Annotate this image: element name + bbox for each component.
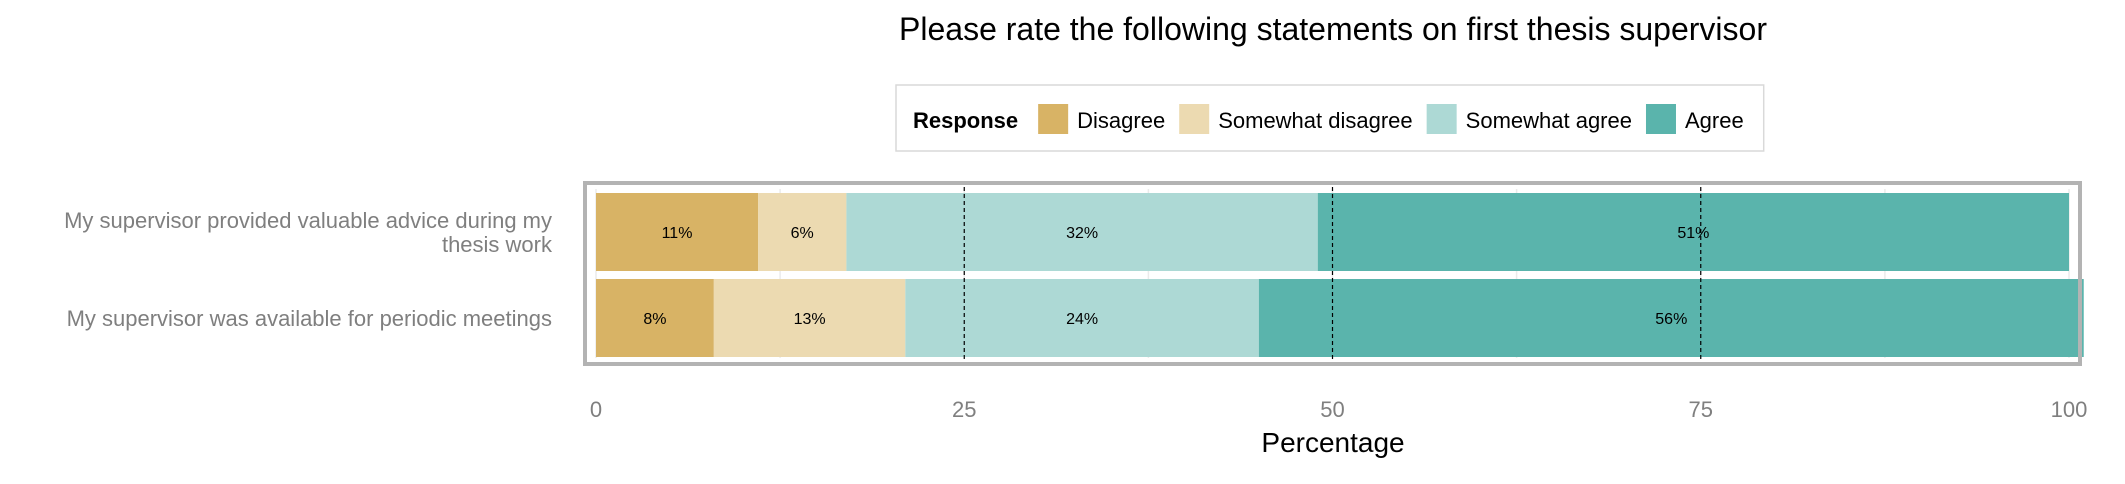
bar-disagree-row-2 <box>596 279 714 357</box>
bar-agree-row-1 <box>1317 193 2069 271</box>
category-label-1-line-2: thesis work <box>442 232 553 257</box>
legend-label-disagree: Disagree <box>1077 108 1165 133</box>
legend-item-agree: Agree <box>1645 104 1744 134</box>
legend: Response Disagree Somewhat disagree Somewh… <box>895 84 1765 152</box>
bar-row-1: 11% 6% 32% 51% <box>596 193 2069 271</box>
legend-label-somewhat-disagree: Somewhat disagree <box>1218 108 1412 133</box>
x-tick-label-100: 100 <box>2051 397 2088 422</box>
x-tick-label-0: 0 <box>590 397 602 422</box>
bars: 11% 6% 32% 51% 8% 13% 24% 56% <box>596 193 2084 357</box>
legend-label-somewhat-agree: Somewhat agree <box>1466 108 1632 133</box>
category-label-1-line-1: My supervisor provided valuable advice d… <box>64 208 552 233</box>
data-label-somewhat-agree-row-2: 24% <box>1066 311 1098 328</box>
legend-item-somewhat-agree: Somewhat agree <box>1426 104 1632 134</box>
data-label-agree-row-1: 51% <box>1677 225 1709 242</box>
x-tick-label-50: 50 <box>1320 397 1344 422</box>
x-axis-title: Percentage <box>1261 427 1404 458</box>
legend-label-agree: Agree <box>1685 108 1744 133</box>
legend-items: Disagree Somewhat disagree Somewhat agree A… <box>1038 104 1744 134</box>
bar-somewhat-disagree-row-2 <box>713 279 906 357</box>
panel-frame <box>583 181 2082 366</box>
chart-title: Please rate the following statements on … <box>899 11 1767 47</box>
data-label-disagree-row-2: 8% <box>643 311 666 328</box>
legend-swatch-agree <box>1645 104 1676 134</box>
legend-title: Response <box>913 108 1018 133</box>
bar-agree-row-2 <box>1258 279 2084 357</box>
x-axis: 0 25 50 75 100 <box>590 397 2087 422</box>
bar-row-2: 8% 13% 24% 56% <box>596 279 2084 357</box>
data-label-agree-row-2: 56% <box>1655 311 1687 328</box>
x-tick-label-25: 25 <box>952 397 976 422</box>
legend-swatch-somewhat-disagree <box>1179 104 1210 134</box>
legend-item-somewhat-disagree: Somewhat disagree <box>1179 104 1413 134</box>
reference-lines <box>963 187 1702 360</box>
bar-somewhat-agree-row-1 <box>846 193 1318 271</box>
panel-border <box>583 181 2082 366</box>
category-labels: My supervisor provided valuable advice d… <box>64 208 553 331</box>
data-label-disagree-row-1: 11% <box>662 225 693 242</box>
data-label-somewhat-agree-row-1: 32% <box>1066 225 1098 242</box>
data-label-somewhat-disagree-row-1: 6% <box>791 225 814 242</box>
legend-swatch-disagree <box>1038 104 1069 134</box>
legend-item-disagree: Disagree <box>1038 104 1165 134</box>
bar-disagree-row-1 <box>596 193 759 271</box>
legend-swatch-somewhat-agree <box>1426 104 1457 134</box>
category-label-2-line-1: My supervisor was available for periodic… <box>67 306 552 331</box>
bar-somewhat-disagree-row-1 <box>758 193 847 271</box>
data-label-somewhat-disagree-row-2: 13% <box>794 311 826 328</box>
x-tick-label-75: 75 <box>1689 397 1713 422</box>
plot-panel: 11% 6% 32% 51% 8% 13% 24% 56% <box>583 181 2084 366</box>
